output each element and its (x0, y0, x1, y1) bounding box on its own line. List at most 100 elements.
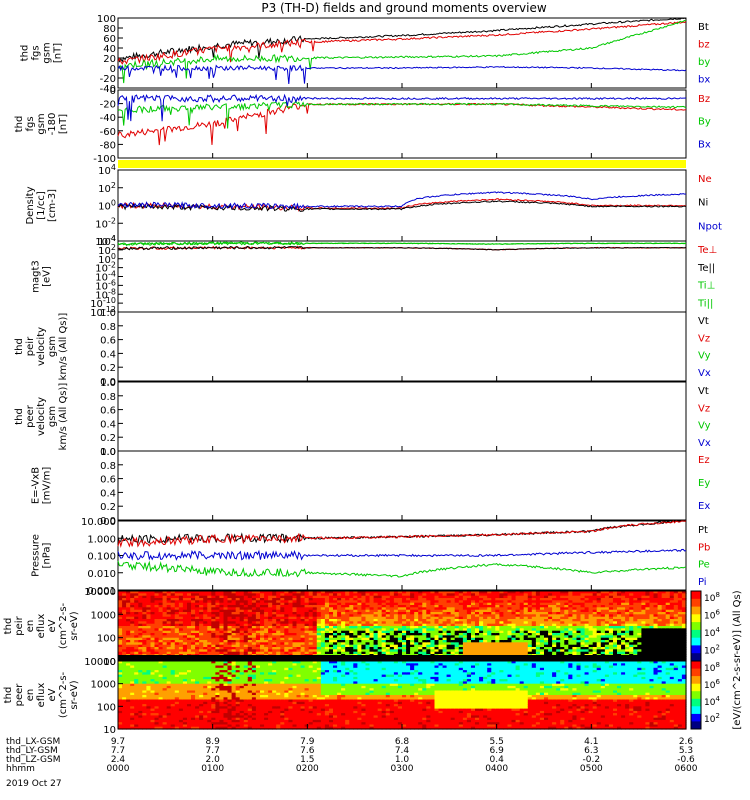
heatmap-cell (495, 598, 500, 601)
heatmap-cell (211, 637, 216, 641)
heatmap-cell (288, 640, 294, 643)
heatmap-cell (166, 708, 172, 712)
heatmap-cell (154, 724, 160, 728)
heatmap-cell (122, 726, 127, 730)
heatmap-cell (170, 637, 176, 641)
heatmap-cell (182, 683, 188, 687)
heatmap-cell (361, 633, 367, 636)
heatmap-cell (280, 595, 285, 599)
heatmap-cell (515, 600, 521, 604)
heatmap-cell (146, 697, 152, 701)
heatmap-cell (625, 591, 630, 594)
heatmap-cell (174, 713, 180, 716)
heatmap-cell (527, 607, 533, 611)
heatmap-cell (430, 600, 436, 604)
heatmap-cell (385, 612, 391, 615)
heatmap-cell (235, 649, 241, 653)
heatmap-cell (130, 633, 135, 636)
heatmap-cell (296, 619, 302, 622)
heatmap-cell (458, 591, 464, 594)
heatmap-cell (199, 600, 204, 604)
heatmap-cell (187, 602, 192, 606)
heatmap-cell (158, 690, 164, 694)
heatmap-cell (251, 647, 257, 650)
heatmap-cell (584, 633, 590, 636)
heatmap-cell (552, 600, 557, 604)
heatmap-cell (154, 713, 160, 716)
heatmap-cell (397, 619, 403, 622)
heatmap-cell (548, 619, 553, 622)
heatmap-cell (341, 621, 346, 625)
heatmap-cell (539, 640, 545, 643)
y-tick-label: 10000 (84, 587, 116, 598)
heatmap-cell (272, 612, 277, 615)
heatmap-cell (122, 676, 127, 680)
heatmap-cell (199, 614, 204, 618)
heatmap-cell (280, 642, 285, 646)
heatmap-cell (393, 630, 399, 634)
heatmap-cell (158, 626, 164, 629)
heatmap-cell (300, 640, 306, 643)
heatmap-cell (260, 595, 265, 599)
heatmap-cell (170, 690, 176, 694)
heatmap-cell (178, 708, 184, 712)
heatmap-cell (397, 602, 403, 606)
heatmap-cell (300, 609, 306, 613)
heatmap-cell (568, 598, 573, 601)
heatmap-cell (146, 644, 152, 648)
heatmap-cell (215, 612, 221, 615)
heatmap-cell (324, 626, 330, 629)
heatmap-cell (154, 692, 160, 696)
heatmap-cell (450, 621, 456, 625)
heatmap-cell (122, 621, 127, 625)
heatmap-cell (653, 605, 659, 608)
heatmap-cell (645, 621, 651, 625)
heatmap-cell (268, 602, 273, 606)
heatmap-cell (320, 602, 326, 606)
heatmap-cell (215, 647, 221, 650)
heatmap-cell (434, 630, 440, 634)
heatmap-cell (324, 595, 330, 599)
heatmap-cell (211, 619, 216, 622)
heatmap-cell (430, 619, 436, 622)
heatmap-cell (203, 637, 208, 641)
heatmap-cell (617, 630, 622, 634)
heatmap-cell (174, 672, 180, 676)
heatmap-cell (438, 651, 444, 655)
heatmap-cell (389, 644, 395, 648)
heatmap-cell (268, 644, 273, 648)
heatmap-cell (625, 628, 630, 632)
heatmap-cell (458, 607, 464, 611)
heatmap-cell (308, 635, 314, 639)
heatmap-cell (211, 640, 216, 643)
heatmap-cell (649, 612, 655, 615)
heatmap-cell (182, 600, 188, 604)
heatmap-cell (531, 623, 537, 627)
heatmap-cell (406, 623, 411, 627)
heatmap-cell (223, 619, 229, 622)
heatmap-cell (178, 621, 184, 625)
heatmap-cell (576, 633, 582, 636)
heatmap-cell (300, 642, 306, 646)
heatmap-cell (548, 616, 553, 620)
heatmap-cell (641, 595, 647, 599)
heatmap-cell (381, 647, 387, 650)
heatmap-cell (288, 598, 294, 601)
heatmap-cell (191, 595, 196, 599)
heatmap-cell (178, 672, 184, 676)
heatmap-cell (255, 647, 261, 650)
heatmap-cell (130, 713, 135, 716)
heatmap-cell (207, 616, 212, 620)
heatmap-cell (422, 600, 427, 604)
heatmap-cell (231, 651, 237, 655)
heatmap-cell (142, 609, 147, 613)
heatmap-cell (576, 628, 582, 632)
heatmap-cell (324, 651, 330, 655)
heatmap-cell (450, 647, 456, 650)
heatmap-cell (458, 605, 464, 608)
heatmap-cell (426, 644, 431, 648)
heatmap-cell (195, 630, 200, 634)
heatmap-cell (673, 609, 679, 613)
heatmap-cell (357, 623, 363, 627)
heatmap-cell (625, 607, 630, 611)
